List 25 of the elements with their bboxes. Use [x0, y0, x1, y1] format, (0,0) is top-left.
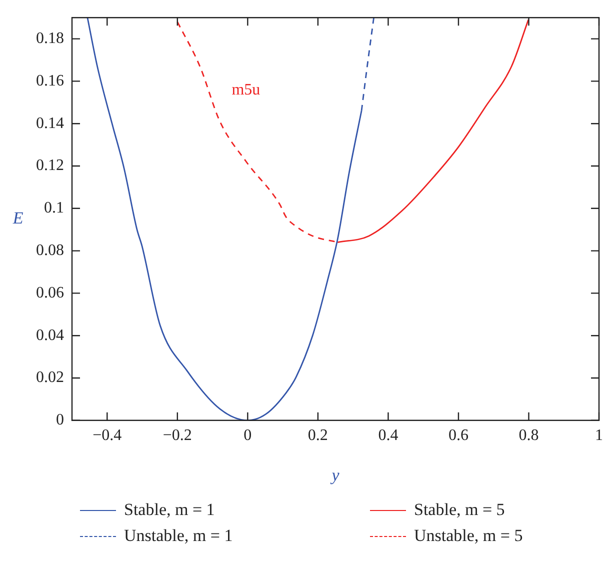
x-tick-label: 0.2 [308, 427, 328, 444]
y-tick-label: 0.02 [36, 369, 64, 386]
legend-label: Unstable, m = 5 [414, 526, 523, 546]
y-tick-label: 0.16 [36, 72, 64, 90]
x-tick-label: 0 [244, 427, 252, 444]
y-tick-label: 0.18 [36, 30, 64, 48]
y-tick-label: 0.12 [36, 157, 64, 174]
y-tick-label: 0 [56, 412, 64, 429]
x-tick-label: −0.4 [92, 427, 122, 444]
x-tick-label: −0.2 [162, 427, 192, 444]
y-tick-label: 0.14 [36, 114, 64, 132]
x-axis-title: y [330, 465, 340, 484]
x-tick-label: 0.6 [448, 427, 468, 444]
x-tick-label: 1 [595, 427, 603, 444]
y-tick-label: 0.04 [36, 326, 64, 344]
y-axis-title: E [12, 208, 24, 228]
y-tick-label: 0.1 [44, 200, 64, 217]
legend-label: Stable, m = 5 [414, 500, 505, 520]
x-tick-label: 0.8 [518, 427, 539, 444]
y-tick-label: 0.08 [36, 242, 64, 260]
y-tick-label: 0.06 [36, 284, 64, 302]
annotation: m5u [232, 81, 260, 98]
legend-label: Stable, m = 1 [124, 500, 215, 520]
legend-label: Unstable, m = 1 [124, 526, 233, 546]
x-tick-label: 0.4 [378, 427, 398, 444]
